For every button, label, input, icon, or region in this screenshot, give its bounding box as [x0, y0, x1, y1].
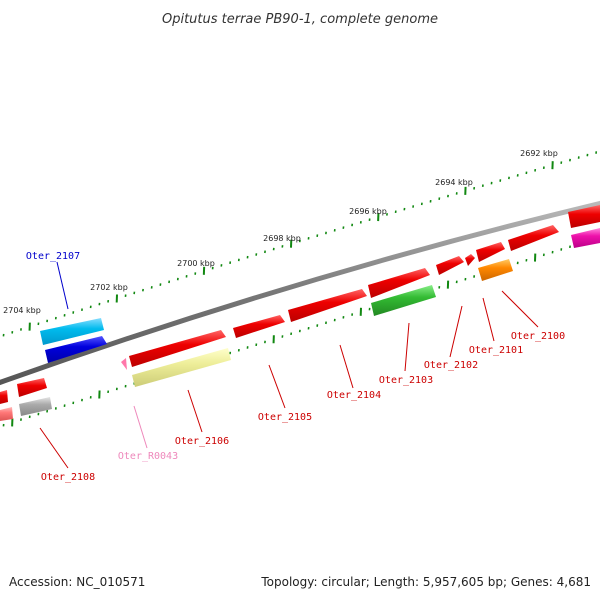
gene-label[interactable]: Oter_2104 — [327, 390, 381, 401]
gene-arrow[interactable] — [436, 256, 464, 275]
callout-line — [187, 389, 203, 433]
genome-backbone — [0, 200, 600, 386]
reverse-strand-features — [0, 228, 600, 421]
gene-label[interactable]: Oter_2108 — [41, 472, 95, 483]
gene-arrow[interactable] — [0, 390, 8, 404]
gene-arrow-blue-light[interactable] — [40, 318, 104, 345]
gene-label[interactable]: Oter_R0043 — [118, 451, 178, 462]
gene-arrow[interactable] — [288, 289, 367, 322]
gene-label[interactable]: Oter_2102 — [424, 360, 478, 371]
gene-arrow[interactable] — [132, 348, 231, 387]
gene-arrow[interactable] — [568, 205, 600, 228]
gene-arrow[interactable] — [476, 242, 505, 262]
gene-arrow[interactable] — [0, 407, 13, 421]
gene-labels: Oter_2107 Oter_2100 Oter_2101 Oter_2102 … — [26, 251, 565, 483]
callout-line — [268, 364, 286, 409]
gene-arrow[interactable] — [129, 330, 226, 367]
tick-label: 2700 kbp — [177, 259, 215, 268]
rna-feature[interactable] — [121, 358, 127, 370]
tick-labels: 2692 kbp 2694 kbp 2696 kbp 2698 kbp 2700… — [3, 149, 558, 315]
callout-line — [339, 344, 354, 389]
tick-label: 2704 kbp — [3, 306, 41, 315]
gene-arrow[interactable] — [17, 378, 47, 397]
map-title: Opitutus terrae PB90-1, complete genome — [162, 12, 438, 27]
tick-label: 2692 kbp — [520, 149, 558, 158]
callout-lines — [39, 261, 539, 469]
gene-arrow[interactable] — [368, 268, 430, 298]
topology-text: Topology: circular; Length: 5,957,605 bp… — [260, 575, 591, 589]
tick-label: 2694 kbp — [435, 178, 473, 187]
gene-arrow[interactable] — [465, 254, 475, 266]
gene-label[interactable]: Oter_2101 — [469, 345, 523, 356]
callout-line — [133, 405, 148, 449]
gene-label[interactable]: Oter_2100 — [511, 331, 565, 342]
callout-line — [482, 297, 495, 342]
forward-strand-features — [0, 205, 600, 404]
gene-label[interactable]: Oter_2106 — [175, 436, 229, 447]
callout-line — [39, 427, 69, 469]
gene-arrow[interactable] — [45, 336, 107, 363]
gene-arrow[interactable] — [371, 285, 436, 316]
gene-arrow[interactable] — [233, 315, 285, 338]
gene-arrow[interactable] — [19, 397, 52, 416]
callout-line — [501, 290, 539, 328]
gene-arrow[interactable] — [508, 225, 559, 251]
upper-tick-row — [2, 151, 598, 337]
callout-line — [404, 322, 410, 372]
accession-text: Accession: NC_010571 — [9, 575, 145, 589]
gene-label[interactable]: Oter_2105 — [258, 412, 312, 423]
gene-label[interactable]: Oter_2103 — [379, 375, 433, 386]
tick-label: 2698 kbp — [263, 234, 301, 243]
gene-label[interactable]: Oter_2107 — [26, 251, 80, 262]
gene-arrow[interactable] — [571, 228, 600, 248]
gene-arrow[interactable] — [478, 259, 513, 281]
tick-label: 2702 kbp — [90, 283, 128, 292]
callout-line — [449, 305, 463, 358]
callout-line — [56, 261, 69, 310]
tick-label: 2696 kbp — [349, 207, 387, 216]
